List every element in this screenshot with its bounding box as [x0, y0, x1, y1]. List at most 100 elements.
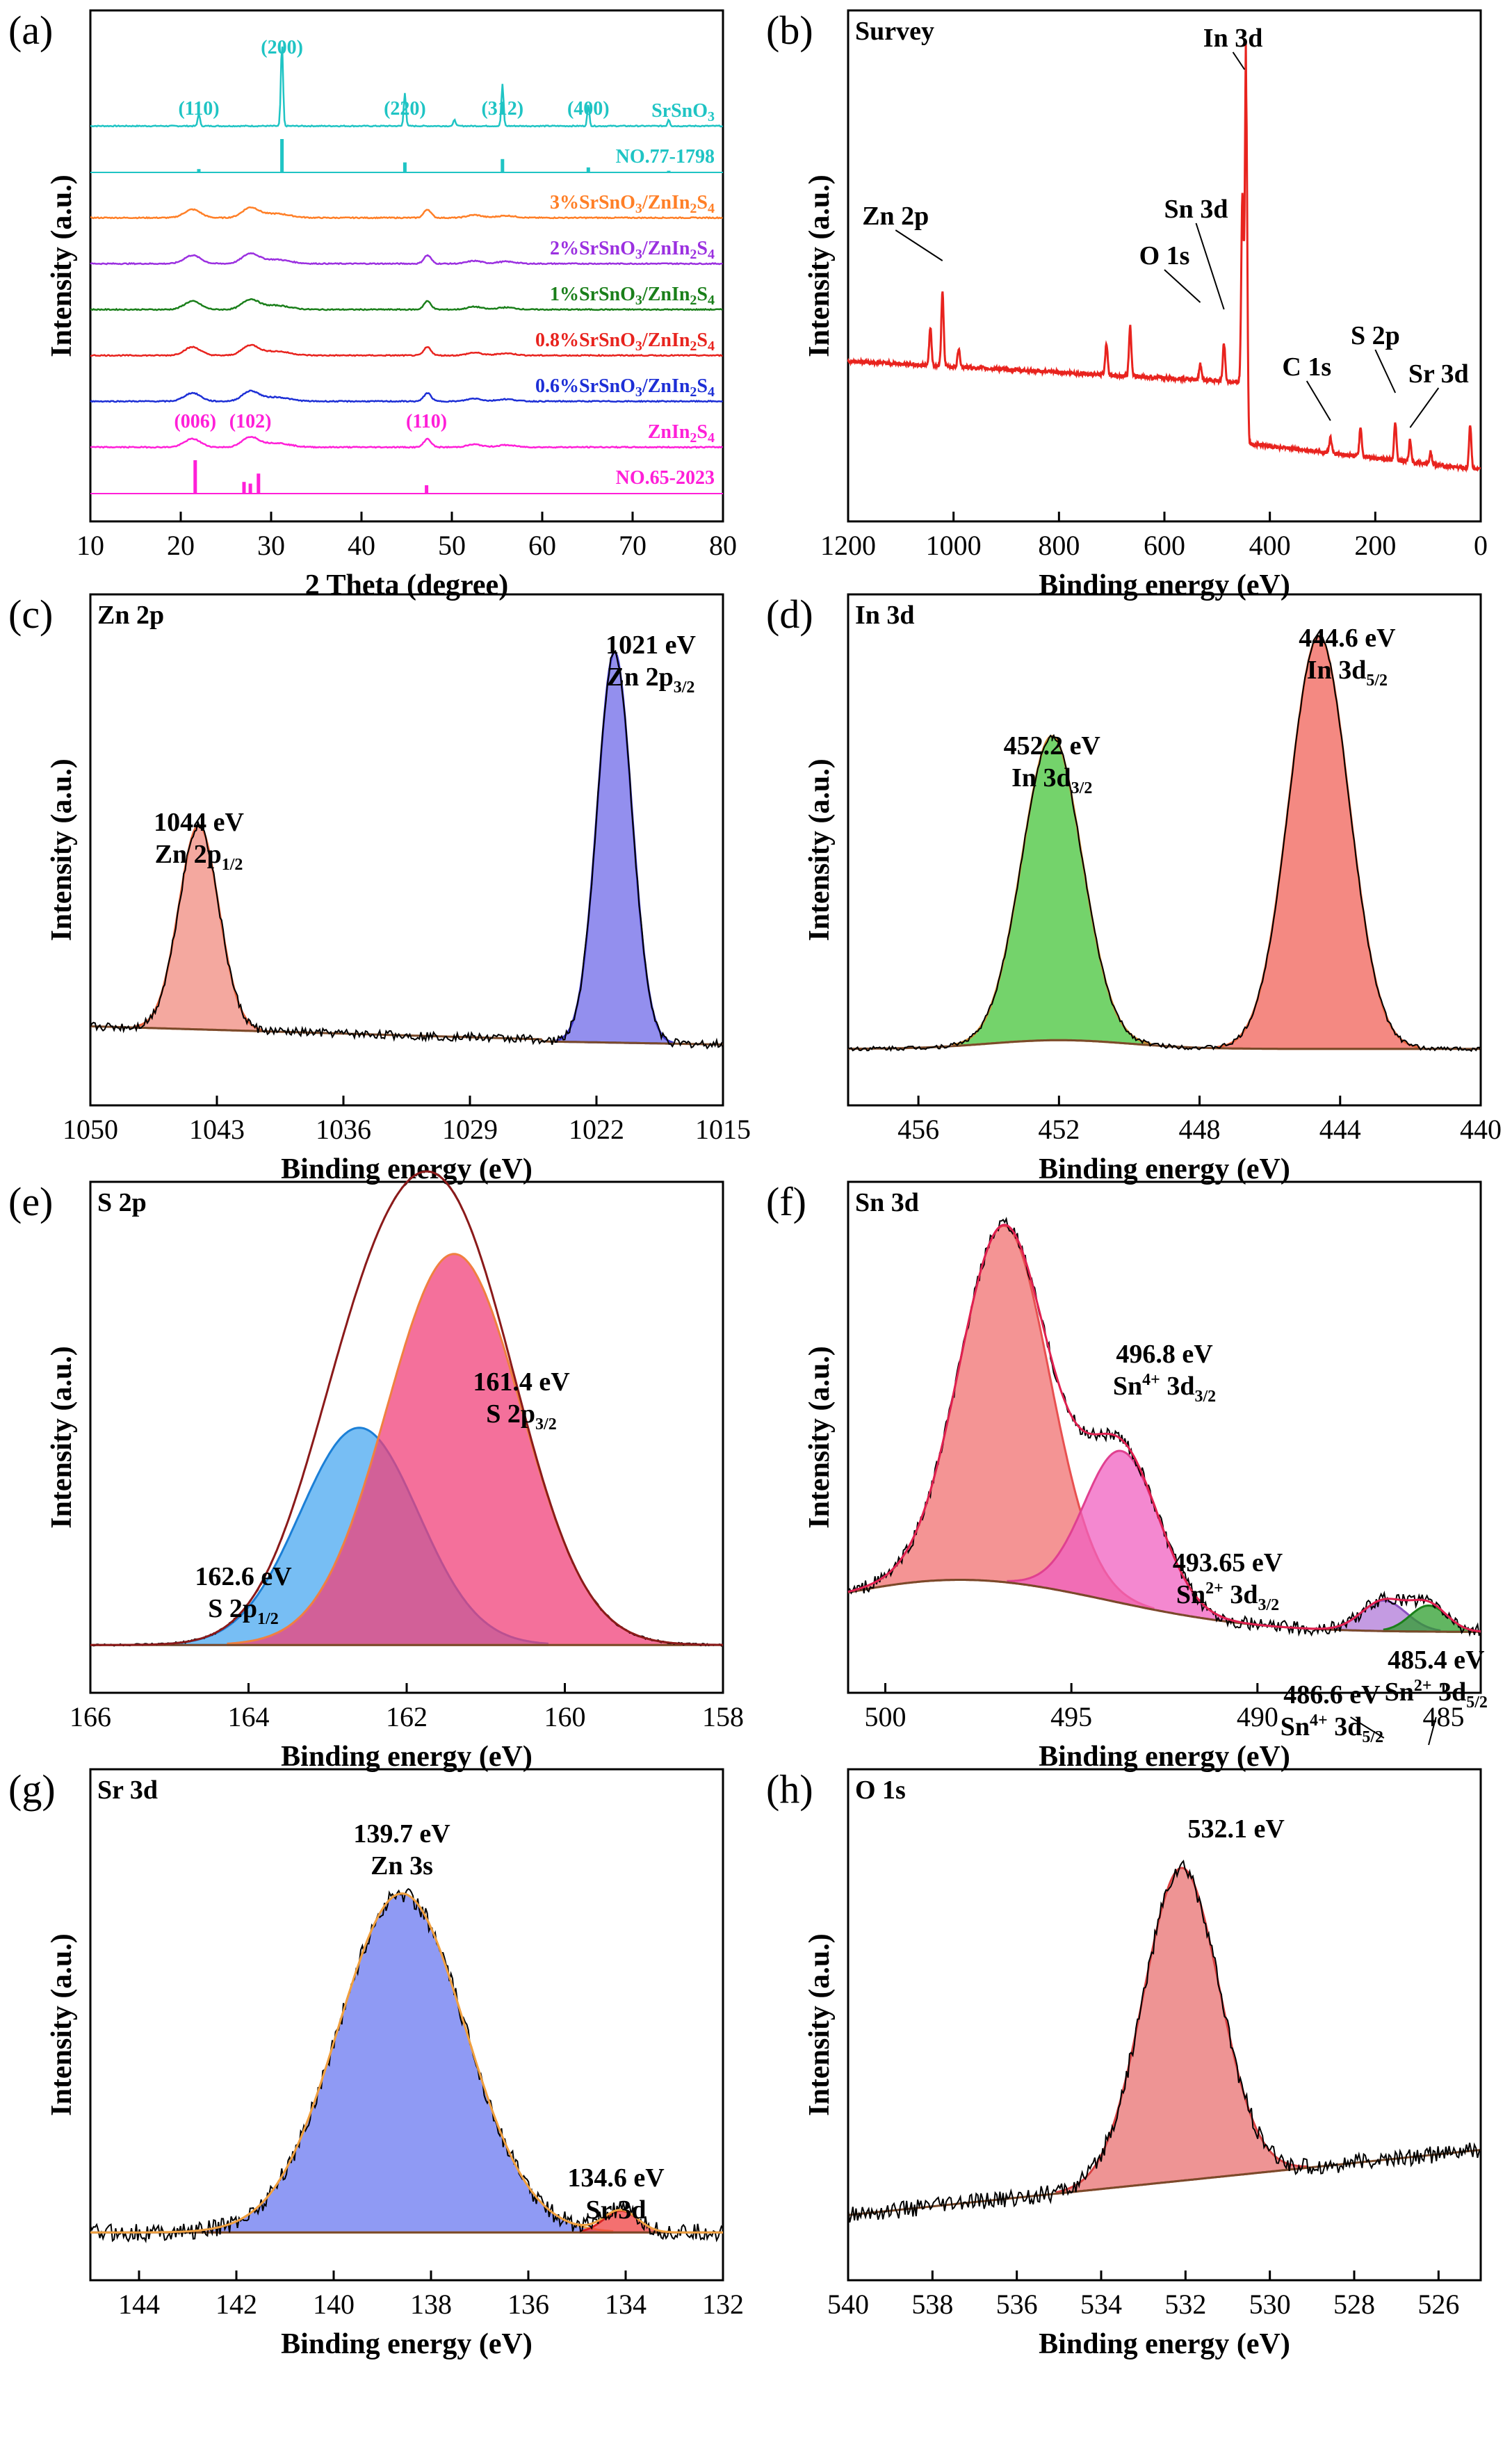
plot-frame	[847, 593, 1482, 1107]
x-axis-label: Binding energy (eV)	[1039, 569, 1290, 601]
x-tick-label: 164	[228, 1701, 270, 1732]
raw-data-line	[90, 1887, 724, 2243]
envelope-line	[847, 1224, 1481, 1633]
xrd-series-line	[90, 343, 723, 357]
x-tick-label: 140	[313, 2289, 355, 2320]
y-axis-label: Intensity (a.u.)	[46, 1933, 78, 2116]
peak-name-label: In 3d3/2	[1011, 763, 1092, 797]
x-tick-label: 20	[167, 530, 195, 561]
panel-1: (b) 1200 1000 800 600 400 200 0 Binding energy (…	[766, 8, 1488, 601]
x-tick-label: 500	[865, 1701, 907, 1732]
annotation-arrow	[1164, 269, 1201, 303]
peak-annotation: Zn 2p	[862, 202, 929, 231]
y-axis-label: Intensity (a.u.)	[804, 174, 836, 357]
x-tick-label: 530	[1249, 2289, 1291, 2320]
peak-name-label: Zn 2p3/2	[607, 663, 695, 697]
annotation-arrow	[1428, 1716, 1437, 1746]
peak-value-label: 444.6 eV	[1299, 624, 1396, 653]
chart-title: Sn 3d	[855, 1188, 919, 1217]
x-tick-label: 526	[1417, 2289, 1459, 2320]
x-tick-label: 1050	[63, 1114, 118, 1145]
panel-label: (c)	[8, 592, 53, 637]
raw-data-line	[847, 1859, 1481, 2223]
annotation-arrow	[1374, 349, 1397, 393]
x-tick-label: 160	[544, 1701, 586, 1732]
chart-title: In 3d	[855, 601, 915, 630]
peak-label: (400)	[567, 98, 610, 120]
peak-value-label: 139.7 eV	[353, 1819, 450, 1849]
x-tick-label: 40	[348, 530, 375, 561]
peak-name-label: Sn4+ 3d5/2	[1281, 1712, 1383, 1746]
peak-name-label: Sn2+ 3d5/2	[1385, 1677, 1488, 1712]
annotation-arrow	[1409, 387, 1440, 428]
x-tick-label: 1043	[189, 1114, 245, 1145]
fitted-peak-area	[555, 651, 674, 1045]
panel-2: (c) 1050 1043 1036 1029 1022 1015 Binding energ…	[8, 592, 751, 1185]
x-tick-label: 1000	[926, 530, 982, 561]
x-axis-label: Binding energy (eV)	[1039, 1153, 1290, 1185]
x-tick-label: 440	[1460, 1114, 1502, 1145]
xrd-series-line	[90, 252, 723, 266]
x-tick-label: 448	[1179, 1114, 1221, 1145]
peak-value-label: 496.8 eV	[1116, 1340, 1213, 1369]
x-tick-label: 452	[1038, 1114, 1080, 1145]
peak-name-label: Sr 3d	[586, 2195, 647, 2225]
panel-7: (h) 540 538 536 534 532 530 528 526 Binding energ…	[766, 1766, 1482, 2360]
series-label: NO.65-2023	[616, 467, 715, 489]
x-tick-label: 538	[911, 2289, 953, 2320]
y-axis-label: Intensity (a.u.)	[46, 174, 78, 357]
peak-annotation: Sn 3d	[1164, 195, 1228, 224]
raw-data-line	[90, 649, 724, 1050]
y-axis-label: Intensity (a.u.)	[804, 1346, 836, 1529]
background-line	[847, 2149, 1481, 2216]
x-tick-label: 132	[702, 2289, 744, 2320]
plot-frame	[89, 593, 724, 1107]
x-tick-label: 540	[827, 2289, 869, 2320]
x-tick-label: 800	[1038, 530, 1080, 561]
panel-label: (g)	[8, 1766, 56, 1812]
peak-label: (110)	[178, 98, 219, 120]
plot-frame	[89, 9, 724, 523]
peak-name-label: Zn 2p1/2	[155, 840, 243, 874]
y-axis-label: Intensity (a.u.)	[804, 1933, 836, 2116]
x-tick-label: 166	[70, 1701, 111, 1732]
series-label: 1%SrSnO3/ZnIn2S4	[550, 284, 715, 308]
peak-name-label: S 2p3/2	[486, 1399, 556, 1433]
x-tick-label: 80	[709, 530, 737, 561]
series-label: 2%SrSnO3/ZnIn2S4	[550, 238, 715, 262]
x-tick-label: 50	[438, 530, 466, 561]
peak-annotation: O 1s	[1139, 241, 1190, 270]
panel-label: (b)	[766, 8, 813, 53]
x-tick-label: 534	[1080, 2289, 1122, 2320]
peak-label: (220)	[384, 98, 426, 120]
xrd-series-line	[90, 298, 723, 311]
panel-6: (g) 144 142 140 138 136 134 132 Binding energy (…	[8, 1766, 744, 2360]
peak-annotation: In 3d	[1203, 24, 1263, 53]
x-tick-label: 444	[1319, 1114, 1361, 1145]
x-axis-label: Binding energy (eV)	[281, 1741, 533, 1773]
peak-label: (200)	[261, 37, 303, 58]
y-axis-label: Intensity (a.u.)	[46, 1346, 78, 1529]
series-label: 0.6%SrSnO3/ZnIn2S4	[535, 375, 715, 400]
peak-value-label: 162.6 eV	[195, 1562, 292, 1591]
peak-label: (312)	[481, 98, 523, 120]
x-tick-label: 1200	[820, 530, 876, 561]
peak-name-label: S 2p1/2	[208, 1594, 278, 1628]
x-axis-label: Binding energy (eV)	[281, 1153, 533, 1185]
x-tick-label: 158	[702, 1701, 744, 1732]
peak-label: (110)	[406, 411, 447, 432]
survey-line	[847, 40, 1481, 473]
peak-value-label: 532.1 eV	[1187, 1814, 1285, 1844]
xrd-series-line	[90, 435, 724, 449]
peak-value-label: 161.4 eV	[473, 1367, 570, 1397]
series-label: NO.77-1798	[616, 146, 715, 168]
plot-frame	[847, 1768, 1482, 2282]
x-tick-label: 144	[118, 2289, 160, 2320]
x-axis-label: Binding energy (eV)	[281, 2328, 533, 2360]
x-tick-label: 30	[257, 530, 285, 561]
peak-name-label: Sn2+ 3d3/2	[1176, 1579, 1279, 1614]
series-label: 3%SrSnO3/ZnIn2S4	[550, 192, 715, 216]
annotation-arrow	[1232, 51, 1246, 70]
x-tick-label: 136	[507, 2289, 549, 2320]
